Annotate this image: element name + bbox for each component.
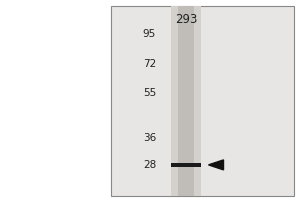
Polygon shape <box>208 160 224 170</box>
Bar <box>171 163 201 167</box>
Bar <box>171 6 201 196</box>
Text: 72: 72 <box>143 59 156 69</box>
Text: 36: 36 <box>143 133 156 143</box>
Text: 293: 293 <box>175 13 197 26</box>
Bar <box>178 6 194 196</box>
Text: 28: 28 <box>143 160 156 170</box>
Bar <box>111 6 294 196</box>
Text: 95: 95 <box>143 29 156 39</box>
Text: 55: 55 <box>143 88 156 98</box>
